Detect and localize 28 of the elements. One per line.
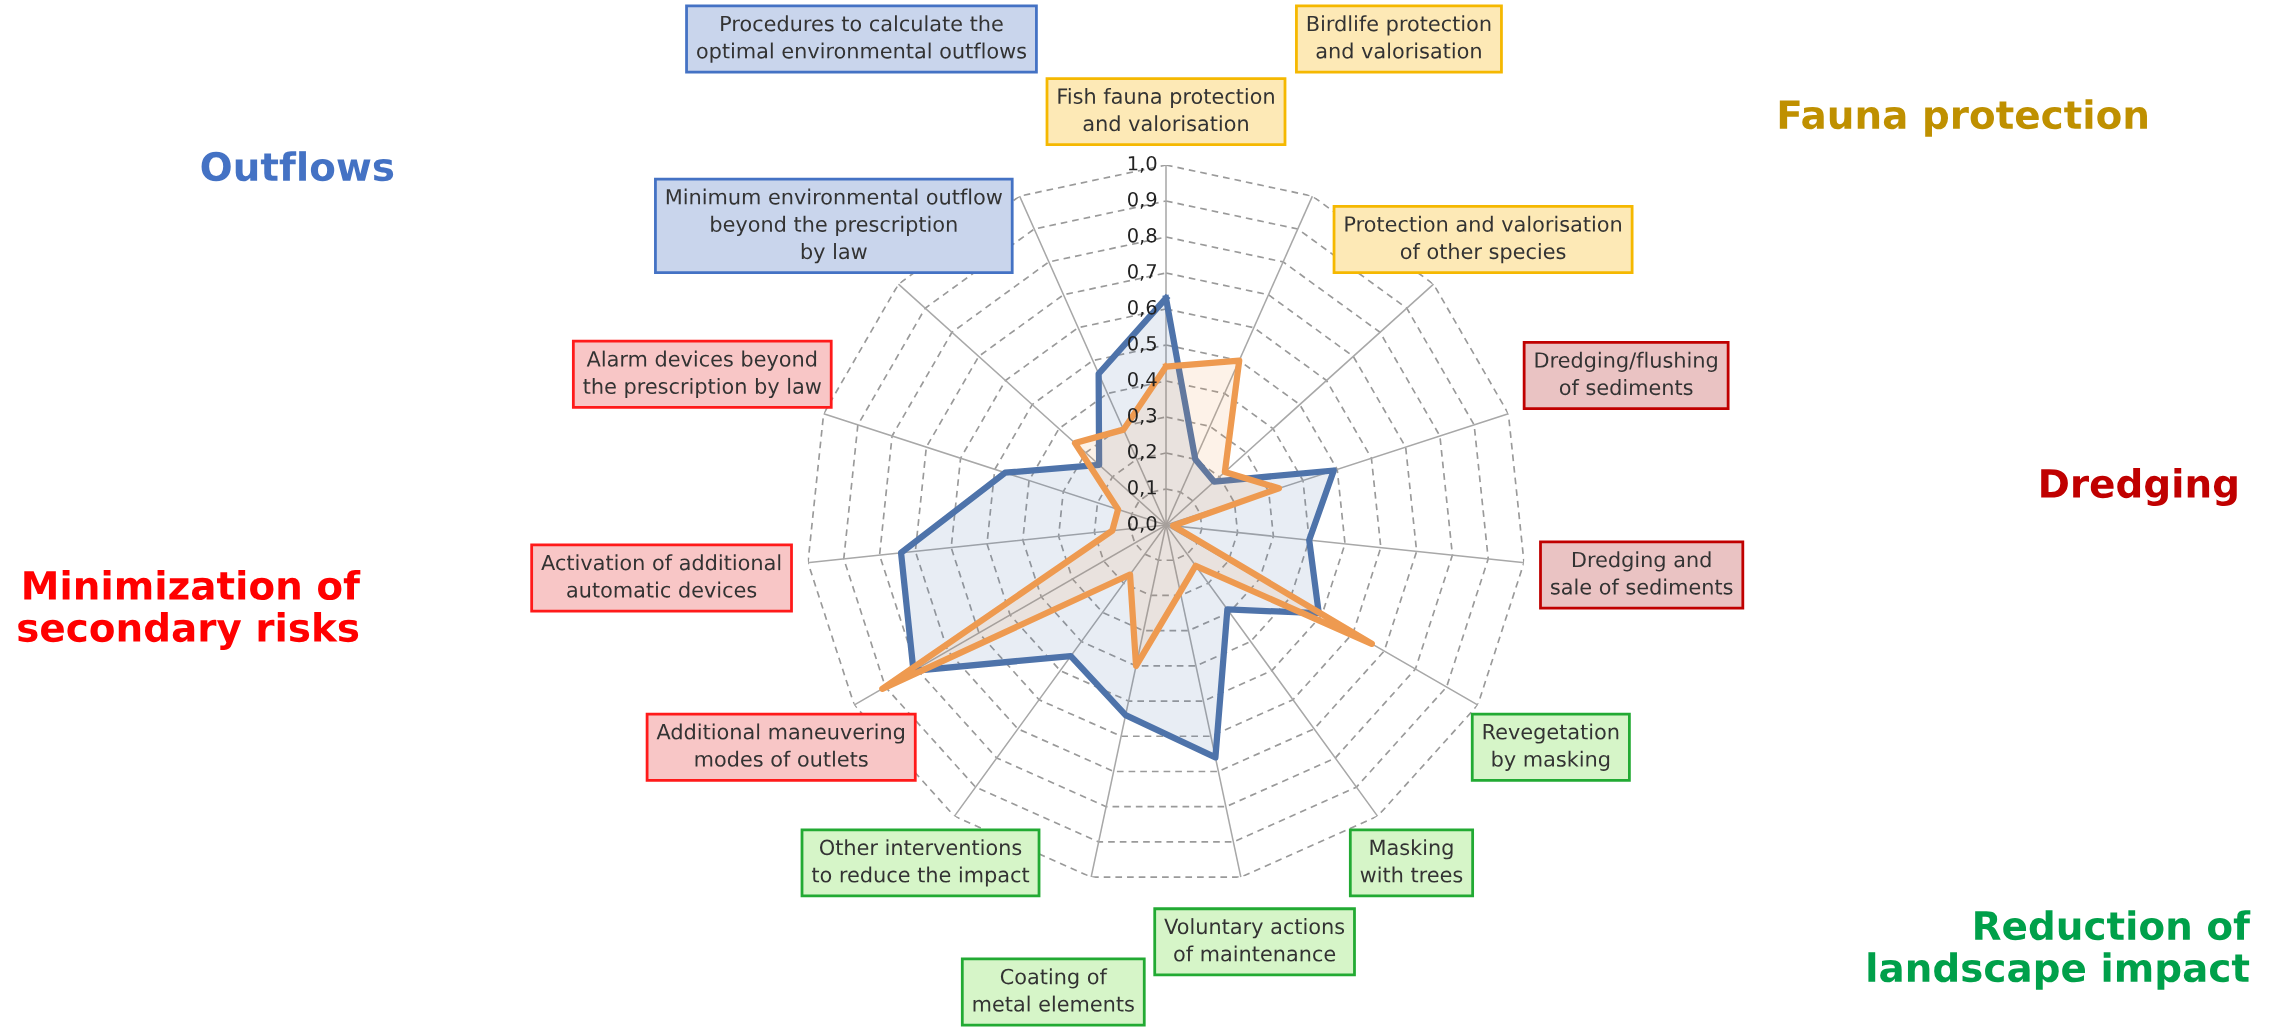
y-tick-label: 0,8 [1128,227,1157,245]
spoke-label: Activation of additional automatic devices [541,554,781,598]
text: Minimization of secondary risks [18,569,361,651]
y-tick-label: 0,1 [1128,479,1156,497]
y-tick-label: 0,7 [1128,263,1157,281]
spoke-label: Masking with trees [1360,839,1463,883]
spoke-label: Dredging and sale of sediments [1551,551,1733,595]
spoke-label: Fish fauna protection and valorisation [1058,87,1274,132]
spoke-label: Coating of metal elements [973,968,1134,1012]
text: Dredging [2041,468,2237,506]
y-tick-label: 0,2 [1128,443,1156,461]
spoke-label: Procedures to calculate the optimal environmental outflows [697,15,1027,63]
spoke-label: Birdlife protection and valorisation [1307,15,1491,59]
spoke-label: Other interventions to reduce the impact [811,839,1030,887]
text: Reduction of landscape impact [1868,910,2251,990]
spoke-label: Protection and valorisation of other species [1345,215,1621,264]
y-tick-label: 0,9 [1128,191,1157,209]
spoke-label: Voluntary actions of maintenance [1164,918,1345,962]
spoke-label: Dredging/flushing of sediments [1535,351,1717,396]
y-tick-label: 0,5 [1128,335,1156,353]
spoke-label: Revegetation by masking [1483,723,1619,771]
text: Outflows [201,151,394,182]
spoke-label: Minimum environmental outflow beyond the prescription by law [666,188,1002,264]
y-tick-label: 0,0 [1128,515,1157,533]
text: Fauna protection [1779,99,2147,137]
y-tick-label: 1,0 [1128,155,1157,173]
spoke-label: Additional maneuvering modes of outlets [656,723,904,767]
spoke-label: Alarm devices beyond the prescription by law [583,350,821,399]
